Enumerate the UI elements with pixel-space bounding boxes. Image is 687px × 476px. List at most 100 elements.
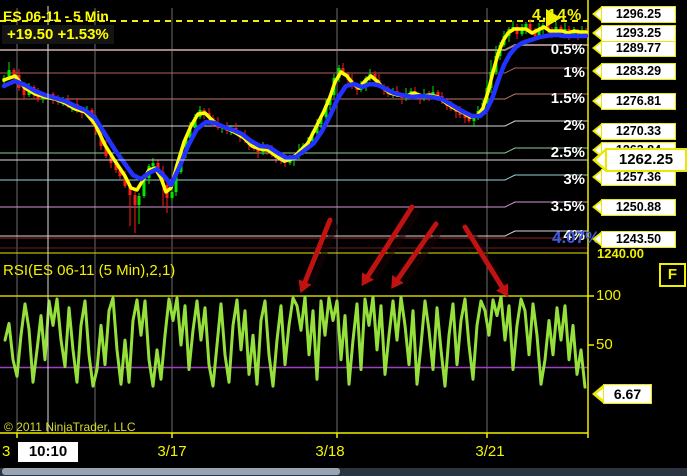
chart-shape — [41, 96, 45, 99]
chart-shape — [341, 68, 345, 74]
chart-shape — [306, 141, 310, 146]
chart-shape — [104, 146, 108, 156]
chart-shape — [193, 117, 197, 128]
chart-shape — [400, 95, 404, 98]
chart-shape — [298, 279, 312, 294]
price-value: 1257.36 — [601, 168, 676, 186]
chart-shape — [156, 163, 160, 172]
chart-shape — [386, 90, 390, 94]
tag-pointer-inner — [596, 387, 604, 400]
chart-shape — [440, 96, 444, 101]
net-change-label: +19.50 +1.53% — [2, 25, 114, 44]
chart-shape — [32, 87, 36, 93]
pct-scale-label: 1.5% — [550, 90, 585, 107]
chart-shape — [297, 150, 301, 156]
tag-pointer-inner — [595, 201, 602, 213]
tag-pointer-inner — [595, 42, 602, 54]
chart-shape — [265, 147, 269, 151]
chart-shape — [537, 29, 541, 36]
chart-shape — [66, 100, 70, 106]
chart-shape — [247, 140, 251, 145]
chart-shape — [541, 25, 545, 29]
chart-shape — [395, 221, 439, 282]
chart-shape — [252, 145, 256, 149]
chart-shape — [580, 31, 584, 34]
chart-shape — [70, 104, 74, 106]
time-axis-label: 3/21 — [475, 443, 505, 460]
horizontal-scrollbar-track[interactable] — [0, 468, 687, 476]
chart-shape — [563, 29, 567, 32]
chart-shape — [279, 158, 283, 161]
chart-shape — [207, 113, 211, 118]
chart-shape — [364, 78, 368, 85]
chart-shape — [567, 29, 571, 35]
chart-shape — [225, 126, 229, 131]
chart-shape — [528, 24, 532, 31]
cursor-time-tag: 10:10 — [18, 442, 78, 462]
chart-shape — [472, 117, 476, 121]
chart-shape — [99, 132, 103, 146]
chart-shape — [371, 209, 421, 282]
chart-shape — [515, 27, 519, 34]
pct-scale-label: 3% — [563, 171, 585, 188]
tag-pointer-inner — [595, 171, 602, 183]
high-marker-triangle-icon — [546, 9, 561, 27]
chart-shape — [413, 91, 417, 95]
chart-shape — [458, 112, 462, 115]
chart-shape — [229, 128, 233, 131]
chart-shape — [1, 32, 589, 188]
chart-shape — [142, 178, 146, 196]
tag-pointer-inner — [596, 151, 606, 169]
chart-shape — [283, 161, 287, 163]
panel-f-button[interactable]: F — [659, 263, 686, 287]
chart-shape — [288, 160, 292, 163]
chart-shape — [355, 86, 359, 90]
chart-shape — [90, 110, 94, 120]
chart-shape — [238, 133, 242, 136]
chart-shape — [80, 110, 84, 113]
chart-shape — [243, 136, 247, 140]
chart-shape — [404, 94, 408, 98]
chart-shape — [377, 80, 381, 86]
chart-shape — [365, 204, 415, 279]
chart-shape — [467, 118, 471, 121]
chart-shape — [476, 111, 480, 117]
time-axis-label: 3/18 — [315, 443, 345, 460]
chart-shape — [188, 128, 192, 138]
chart-shape — [216, 123, 220, 128]
chart-shape — [520, 28, 524, 34]
chart-shape — [337, 68, 341, 78]
chart-shape — [270, 151, 274, 155]
price-value: 1262.25 — [605, 148, 687, 172]
chart-shape — [576, 31, 580, 34]
chart-shape — [198, 110, 202, 117]
price-value: 1276.81 — [601, 92, 676, 110]
tag-pointer-inner — [595, 8, 602, 20]
chart-shape — [17, 75, 21, 88]
chart-shape — [165, 185, 169, 198]
chart-shape — [161, 172, 165, 185]
chart-shape — [324, 105, 328, 117]
chart-shape — [256, 149, 260, 152]
chart-shape — [496, 283, 509, 298]
horizontal-scrollbar-thumb[interactable] — [2, 468, 340, 475]
chart-shape — [46, 94, 50, 96]
chart-shape — [114, 163, 118, 170]
chart-shape — [109, 156, 113, 163]
chart-shape — [462, 224, 505, 290]
chart-shape — [94, 120, 98, 132]
chart-shape — [211, 118, 215, 123]
price-value: 1289.77 — [601, 39, 676, 57]
tag-pointer-inner — [595, 65, 602, 77]
chart-shape — [12, 70, 16, 75]
chart-shape — [261, 147, 265, 152]
price-value: 1270.33 — [601, 122, 676, 140]
price-axis-bottom-label: 1240.00 — [597, 246, 644, 261]
chart-shape — [220, 126, 224, 128]
rsi-scale-label: 50 — [596, 336, 613, 353]
rsi-indicator-title: RSI(ES 06-11 (5 Min),2,1) — [3, 262, 176, 279]
chart-shape — [27, 87, 31, 95]
chart-shape — [137, 196, 141, 205]
chart-title: ES 06-11 - 5 Min — [3, 8, 109, 24]
